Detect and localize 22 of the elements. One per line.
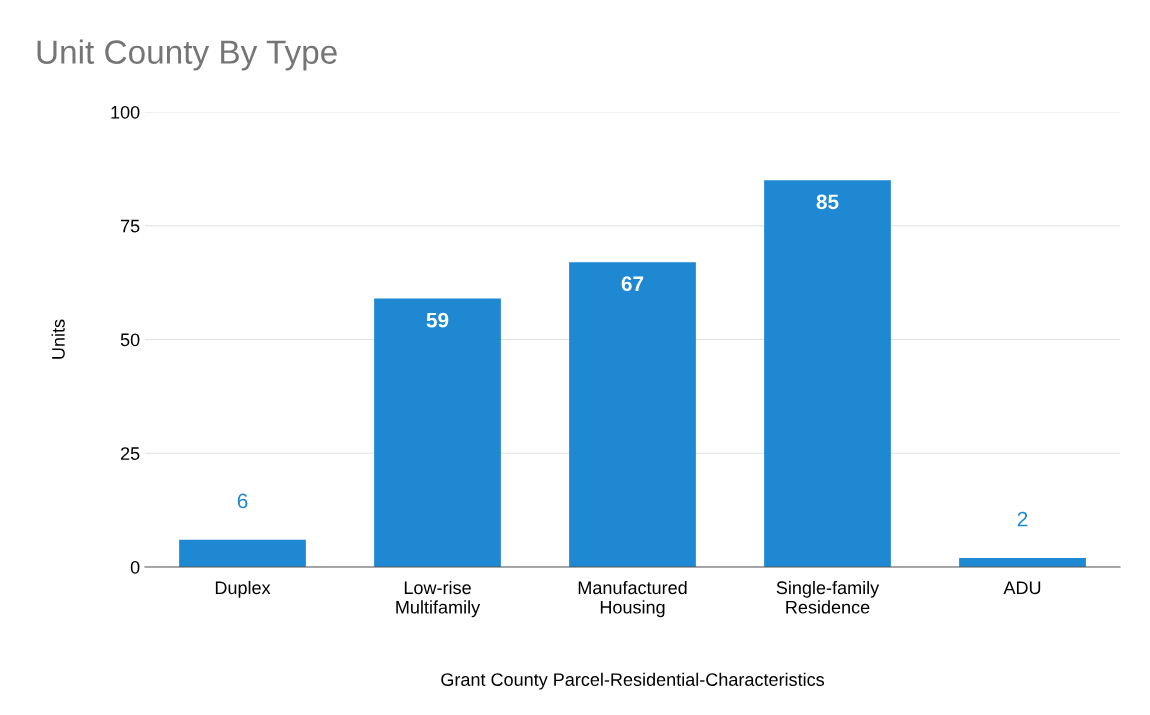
data-label: 2: [1017, 511, 1028, 527]
y-tick-label: 25: [120, 447, 140, 460]
bar: [374, 298, 501, 567]
y-tick-label: 0: [130, 560, 140, 574]
bar: [179, 539, 306, 567]
data-label: 59: [426, 312, 449, 328]
x-tick-label: Low-rise Multifamily: [396, 580, 481, 618]
x-tick-label: Manufactured Housing: [578, 580, 687, 618]
chart-title: Unit County By Type: [37, 39, 337, 71]
bar: [569, 262, 696, 567]
y-tick-label: 50: [120, 333, 140, 347]
data-label: 85: [816, 194, 839, 210]
bar: [764, 180, 891, 567]
x-axis-title: Grant County Parcel-Residential-Characteristics: [441, 672, 825, 690]
x-tick-label: Duplex: [215, 580, 271, 598]
y-axis-title: Units: [51, 319, 65, 359]
x-tick-label: ADU: [1003, 581, 1041, 595]
data-label: 6: [237, 493, 248, 509]
data-label: 67: [621, 276, 644, 292]
x-tick-label: Single-family Residence: [776, 580, 880, 614]
y-tick-label: 75: [120, 219, 140, 233]
y-tick-label: 100: [111, 105, 140, 119]
